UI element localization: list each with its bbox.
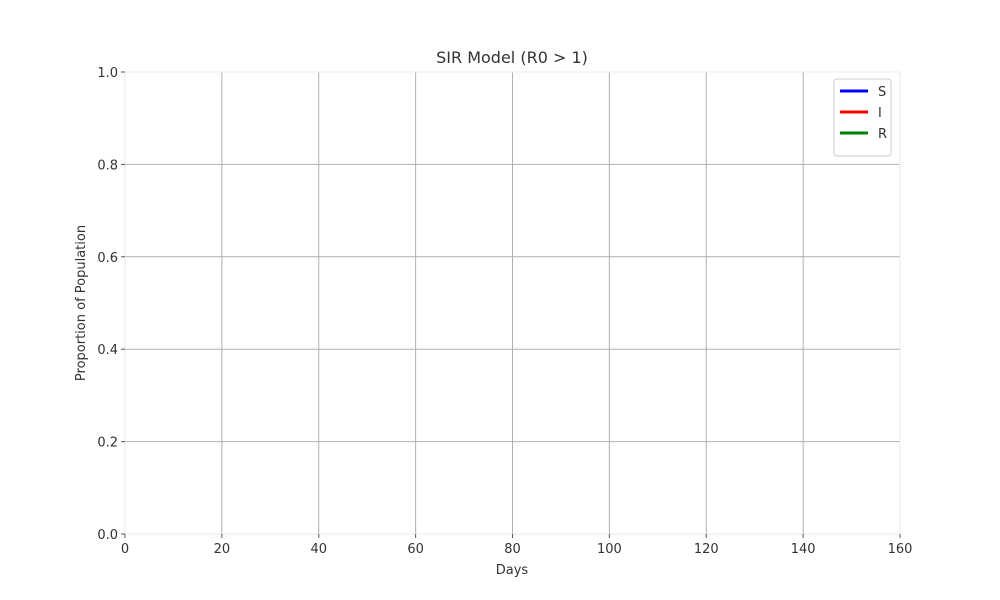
legend-label-i: I <box>878 106 882 121</box>
y-axis-label: Proportion of Population <box>74 225 89 381</box>
plot-area <box>124 71 901 535</box>
y-tick-label: 0.4 <box>97 343 118 358</box>
x-tick-label: 160 <box>888 542 913 557</box>
x-tick-label: 20 <box>214 542 231 557</box>
x-tick-label: 120 <box>694 542 719 557</box>
x-axis-label: Days <box>496 563 529 578</box>
x-tick-label: 140 <box>791 542 816 557</box>
x-tick-label: 40 <box>310 542 327 557</box>
y-tick-labels: 0.0 0.2 0.4 0.6 0.8 1.0 <box>97 66 125 543</box>
chart-title: SIR Model (R0 > 1) <box>436 48 588 67</box>
legend-box <box>833 78 892 157</box>
x-tick-label: 0 <box>121 542 129 557</box>
y-tick-label: 1.0 <box>97 66 118 81</box>
x-tick-labels: 0 20 40 60 80 100 120 140 160 <box>121 534 913 557</box>
legend: SIR <box>833 78 892 157</box>
legend-label-r: R <box>878 127 887 142</box>
y-tick-label: 0.2 <box>97 436 118 451</box>
x-tick-label: 60 <box>407 542 424 557</box>
x-tick-label: 80 <box>504 542 521 557</box>
y-tick-label: 0.6 <box>97 251 118 266</box>
x-tick-label: 100 <box>597 542 622 557</box>
y-tick-label: 0.8 <box>97 158 118 173</box>
legend-label-s: S <box>878 85 886 100</box>
y-tick-label: 0.0 <box>97 528 118 543</box>
